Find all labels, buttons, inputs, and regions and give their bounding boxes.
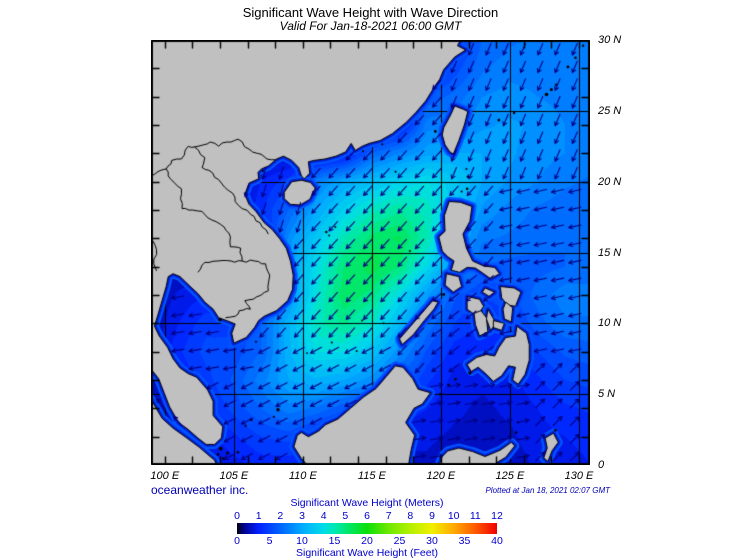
lat-label-10n: 10 N <box>598 317 622 330</box>
meters-tick-4: 4 <box>320 510 327 522</box>
feet-tick-40: 40 <box>491 535 503 547</box>
meters-tick-1: 1 <box>255 510 262 522</box>
lon-label-100e: 100 E <box>150 470 180 482</box>
feet-tick-30: 30 <box>426 535 438 547</box>
feet-tick-15: 15 <box>328 535 341 547</box>
lat-label-30n: 30 N <box>598 34 622 46</box>
lon-label-105e: 105 E <box>219 470 249 482</box>
legend-feet-title: Significant Wave Height (Feet) <box>295 547 438 559</box>
meters-tick-3: 3 <box>299 510 305 522</box>
legend-meters-title: Significant Wave Height (Meters) <box>290 497 444 509</box>
lat-label-20n: 20 N <box>598 175 622 188</box>
meters-tick-11: 11 <box>469 510 481 522</box>
meters-tick-2: 2 <box>277 510 284 522</box>
oceanweather-credit: oceanweather inc. <box>151 483 249 497</box>
meters-tick-8: 8 <box>407 510 414 522</box>
meters-tick-12: 12 <box>491 510 503 522</box>
lat-label-15n: 15 N <box>598 246 622 259</box>
lon-label-110e: 110 E <box>288 470 317 482</box>
lat-label-0: 0 <box>598 459 605 471</box>
lat-label-5n: 5 N <box>598 388 616 401</box>
meters-tick-6: 6 <box>364 510 370 522</box>
wave-height-map-canvas <box>151 40 590 465</box>
wave-height-colorbar <box>237 523 497 534</box>
feet-tick-25: 25 <box>393 535 406 547</box>
lon-label-130e: 130 E <box>564 470 594 482</box>
meters-tick-10: 10 <box>447 510 460 522</box>
meters-tick-5: 5 <box>342 510 349 522</box>
feet-tick-10: 10 <box>296 535 308 547</box>
page-title: Significant Wave Height with Wave Direct… <box>242 5 499 20</box>
meters-tick-7: 7 <box>385 510 392 522</box>
legend-feet-ticks: 0 5 10 15 20 25 30 35 40 <box>234 535 503 547</box>
plotted-timestamp: Plotted at Jan 18, 2021 02:07 GMT <box>485 486 610 495</box>
feet-tick-0: 0 <box>234 535 240 547</box>
valid-time-subtitle: Valid For Jan-18-2021 06:00 GMT <box>279 19 462 33</box>
lat-label-25n: 25 N <box>598 104 622 117</box>
meters-tick-9: 9 <box>429 510 435 522</box>
feet-tick-5: 5 <box>266 535 273 547</box>
lon-label-115e: 115 E <box>357 470 386 482</box>
legend-meters-ticks: 0 1 2 3 4 5 6 7 8 9 10 11 12 <box>234 510 503 522</box>
lon-label-125e: 125 E <box>495 470 525 482</box>
meters-tick-0: 0 <box>234 510 240 522</box>
lon-label-120e: 120 E <box>426 470 456 482</box>
feet-tick-20: 20 <box>361 535 373 547</box>
feet-tick-35: 35 <box>458 535 471 547</box>
